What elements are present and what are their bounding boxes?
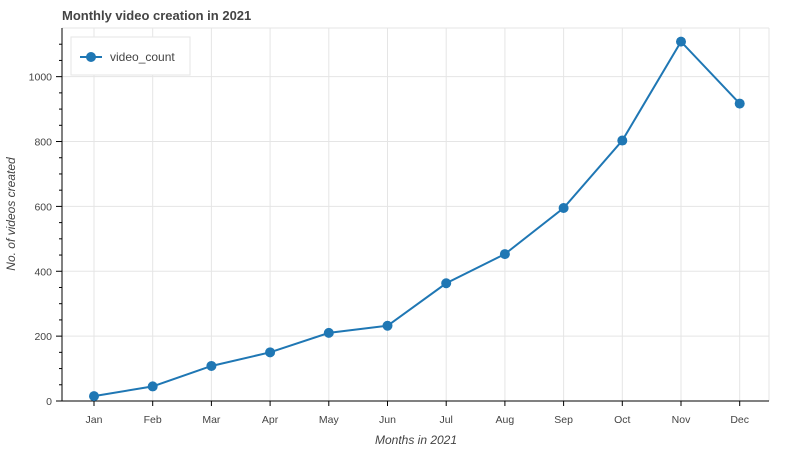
- x-tick-label: Dec: [730, 414, 749, 426]
- data-point: [147, 381, 158, 392]
- legend-label: video_count: [110, 50, 175, 64]
- axes: [61, 28, 769, 402]
- data-point: [323, 327, 334, 338]
- x-tick-label: Oct: [614, 414, 630, 426]
- x-tick-label: Feb: [144, 414, 162, 426]
- x-tick-label: Jan: [86, 414, 103, 426]
- y-tick-label: 800: [34, 137, 52, 149]
- x-tick-label: Mar: [202, 414, 221, 426]
- x-tick-label: Aug: [496, 414, 515, 426]
- data-point: [617, 135, 628, 146]
- x-tick-label: May: [319, 414, 340, 426]
- y-tick-label: 600: [34, 201, 52, 213]
- x-tick-label: Jun: [379, 414, 396, 426]
- data-point: [734, 98, 745, 109]
- data-point: [382, 320, 393, 331]
- y-axis-label: No. of videos created: [4, 157, 18, 271]
- data-point: [206, 360, 217, 371]
- data-point: [558, 203, 569, 214]
- x-axis-ticks: Jan Feb Mar Apr May Jun Jul Aug Sep Oct Nov Dec: [86, 401, 749, 426]
- data-point: [676, 36, 686, 47]
- x-axis-label: Months in 2021: [375, 433, 457, 447]
- chart-title: Monthly video creation in 2021: [62, 8, 251, 23]
- x-tick-label: Jul: [439, 414, 452, 426]
- y-tick-label: 400: [34, 266, 52, 278]
- legend-marker: [86, 52, 96, 62]
- legend: video_count: [70, 36, 191, 76]
- data-point: [499, 249, 510, 260]
- data-point: [89, 391, 99, 402]
- series-line: [93, 39, 741, 398]
- x-tick-label: Nov: [672, 414, 691, 426]
- data-point: [441, 278, 452, 289]
- y-tick-label: 1000: [29, 72, 53, 84]
- x-tick-label: Sep: [554, 414, 573, 426]
- y-tick-label: 0: [46, 396, 52, 408]
- y-tick-label: 200: [34, 331, 52, 343]
- data-point: [265, 347, 276, 358]
- y-axis-ticks: 0 200 400 600 800 1000: [29, 43, 62, 408]
- grid: [62, 27, 770, 401]
- x-tick-label: Apr: [262, 414, 279, 426]
- series-group: [89, 36, 745, 402]
